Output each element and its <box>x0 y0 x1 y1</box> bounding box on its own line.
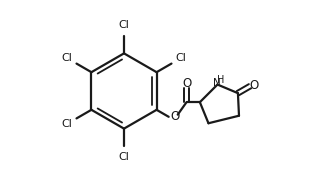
Text: Cl: Cl <box>61 119 72 129</box>
Text: H: H <box>217 75 224 85</box>
Text: O: O <box>182 77 191 90</box>
Text: N: N <box>213 78 221 88</box>
Text: Cl: Cl <box>119 152 130 162</box>
Text: Cl: Cl <box>61 53 72 63</box>
Text: O: O <box>170 110 179 123</box>
Text: O: O <box>249 79 259 92</box>
Text: Cl: Cl <box>176 53 187 63</box>
Text: Cl: Cl <box>119 20 130 30</box>
